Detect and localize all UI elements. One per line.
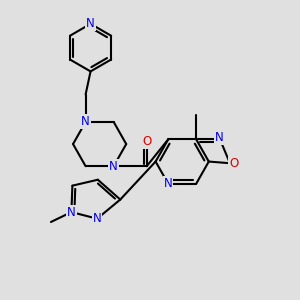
Text: N: N	[164, 177, 172, 190]
Text: N: N	[86, 17, 95, 30]
Text: N: N	[81, 116, 90, 128]
Text: O: O	[229, 157, 239, 170]
Text: N: N	[109, 160, 118, 173]
Text: N: N	[67, 206, 76, 219]
Text: N: N	[215, 131, 224, 144]
Text: O: O	[142, 135, 151, 148]
Text: N: N	[93, 212, 101, 225]
